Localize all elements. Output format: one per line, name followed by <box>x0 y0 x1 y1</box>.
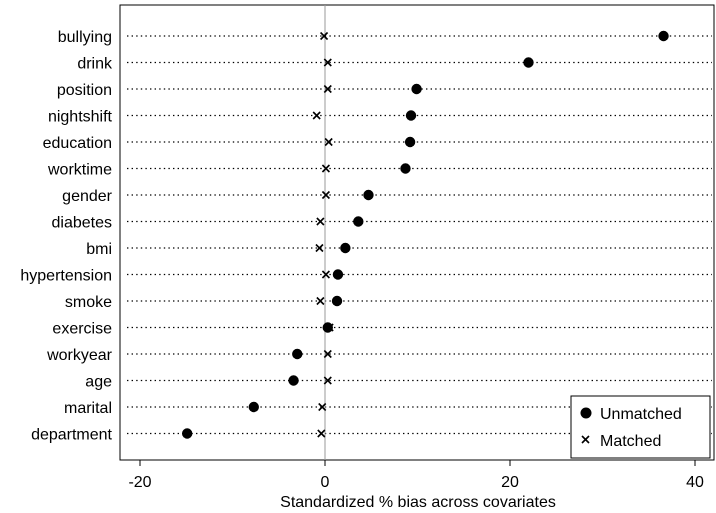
unmatched-point <box>331 295 343 307</box>
covariate-label: worktime <box>47 162 112 179</box>
matched-point <box>323 376 332 385</box>
matched-point <box>324 137 333 147</box>
covariate-label: workyear <box>46 347 113 364</box>
matched-point <box>323 349 332 359</box>
unmatched-point <box>411 83 422 95</box>
covariate-label: education <box>43 135 112 152</box>
unmatched-point <box>181 428 193 439</box>
x-tick-label: -20 <box>128 474 151 491</box>
covariate-label: hypertension <box>20 268 112 285</box>
unmatched-point <box>363 189 374 201</box>
unmatched-point <box>292 348 303 360</box>
unmatched-point <box>353 216 364 227</box>
matched-point <box>323 84 332 94</box>
covariate-label: age <box>85 374 112 391</box>
matched-point <box>316 217 325 226</box>
covariate-label: bullying <box>58 29 112 46</box>
matched-points <box>312 31 334 438</box>
unmatched-point <box>658 30 669 42</box>
matched-point <box>315 243 324 253</box>
x-axis: -20 0 20 40 <box>128 460 704 491</box>
covariate-label: nightshift <box>48 109 113 126</box>
x-tick-label: 20 <box>501 474 519 491</box>
plot-frame <box>119 4 715 461</box>
matched-point <box>325 323 334 332</box>
guide-lines <box>127 35 712 435</box>
unmatched-point <box>340 242 351 254</box>
unmatched-point <box>322 322 333 333</box>
unmatched-point <box>404 136 416 148</box>
legend-matched-marker <box>581 435 590 444</box>
legend-unmatched-label: Unmatched <box>600 406 682 423</box>
covariate-label: gender <box>62 188 112 205</box>
matched-point <box>317 429 326 438</box>
unmatched-point <box>288 375 299 386</box>
unmatched-point <box>523 57 534 68</box>
legend-unmatched-marker <box>580 407 592 419</box>
matched-point <box>321 270 330 279</box>
x-tick-label: 0 <box>321 474 330 491</box>
matched-point <box>312 111 321 120</box>
matched-point <box>316 296 325 306</box>
covariate-label: department <box>31 427 112 444</box>
unmatched-points <box>181 30 669 439</box>
unmatched-point <box>248 401 259 413</box>
covariate-label: marital <box>64 400 112 417</box>
legend-box <box>570 395 711 459</box>
covariate-label: drink <box>77 56 113 73</box>
covariate-label: position <box>57 82 112 99</box>
covariate-label: smoke <box>65 294 112 311</box>
covariate-labels: bullying drink position nightshift education… <box>20 29 113 444</box>
matched-point <box>321 164 330 173</box>
covariate-label: diabetes <box>52 215 113 232</box>
x-tick-label: 40 <box>686 474 704 491</box>
matched-point <box>318 402 327 412</box>
unmatched-point <box>332 269 344 280</box>
unmatched-point <box>400 163 411 174</box>
x-axis-title: Standardized % bias across covariates <box>280 494 556 511</box>
matched-point <box>323 58 332 67</box>
covariate-label: exercise <box>52 321 112 338</box>
matched-point <box>320 31 329 41</box>
legend: Unmatched Matched <box>570 395 711 459</box>
matched-point <box>321 190 330 200</box>
covariate-label: bmi <box>86 241 112 258</box>
unmatched-point <box>405 110 417 121</box>
legend-matched-label: Matched <box>600 433 661 450</box>
